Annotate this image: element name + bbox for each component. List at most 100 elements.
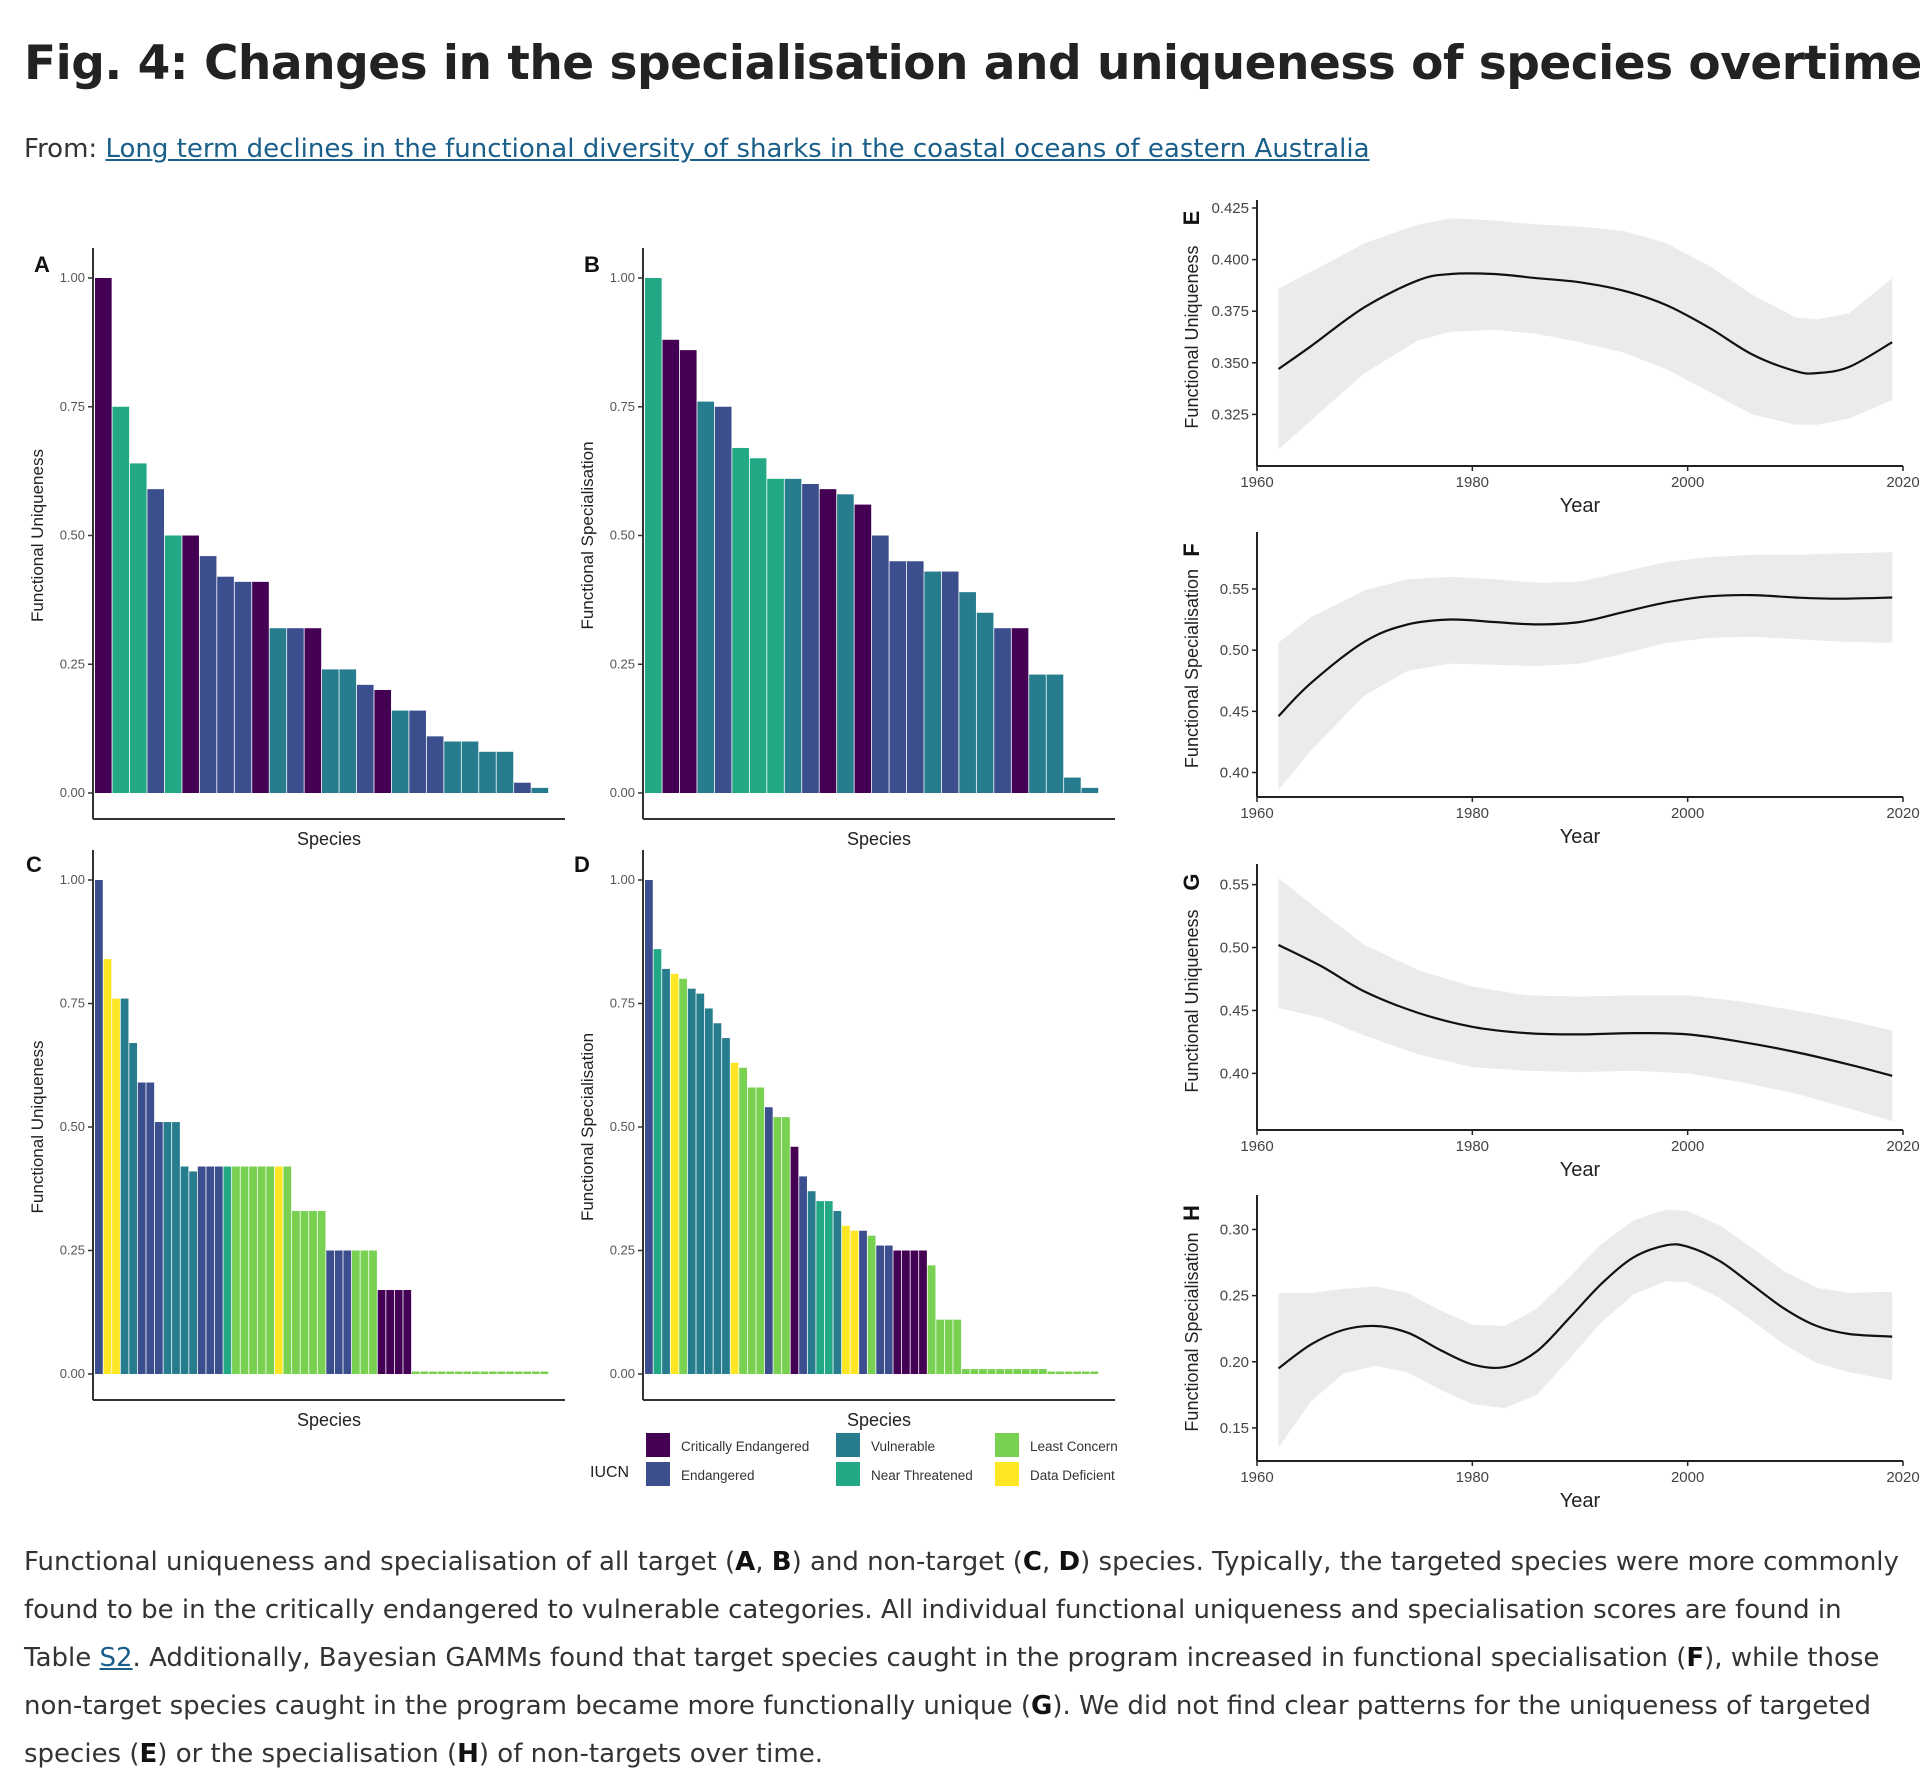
bar-d [1081, 1371, 1090, 1374]
bar-b [679, 350, 697, 793]
y-axis-label-a: Functional Uniqueness [28, 449, 47, 622]
y-tick-label: 0.00 [610, 1366, 635, 1381]
table-s2-link[interactable]: S2 [99, 1643, 133, 1673]
y-tick-label: 0.25 [60, 656, 85, 671]
x-tick-label: 1960 [1240, 1138, 1273, 1155]
bar-c [506, 1371, 514, 1374]
caption-text: ) or the specialisation ( [157, 1739, 458, 1769]
y-tick-label: 0.75 [610, 996, 635, 1011]
bar-c [386, 1290, 395, 1374]
bar-b [1081, 787, 1099, 793]
x-tick-label: 2000 [1671, 1469, 1704, 1486]
bar-b [767, 478, 784, 793]
bar-b [819, 489, 837, 793]
bar-d [987, 1369, 996, 1374]
bar-d [670, 973, 679, 1374]
bar-c [197, 1166, 206, 1374]
caption-ref: C [1022, 1547, 1042, 1577]
bar-a [496, 751, 514, 793]
x-axis-label-b: Species [847, 829, 911, 849]
x-axis-label-e: Year [1560, 495, 1601, 517]
bar-b [1064, 777, 1081, 793]
caption-text: ) species. Typically, the targeted speci… [24, 1547, 1899, 1673]
bar-c [343, 1250, 352, 1374]
bar-d [850, 1230, 859, 1374]
caption-ref: E [139, 1739, 158, 1769]
y-tick-label: 1.00 [610, 270, 635, 285]
bar-a [479, 751, 496, 793]
y-axis-label-f: Functional Specialisation [1182, 569, 1202, 768]
x-tick-label: 2000 [1671, 474, 1704, 491]
bar-d [944, 1319, 953, 1374]
confidence-band-f [1278, 552, 1893, 790]
confidence-band-e [1278, 218, 1893, 450]
bar-b [784, 478, 802, 793]
bar-c [351, 1250, 360, 1374]
bar-b [906, 561, 924, 793]
bar-d [756, 1087, 765, 1374]
bar-c [514, 1371, 523, 1374]
bar-d [687, 988, 696, 1374]
bar-b [889, 561, 907, 793]
bar-d [773, 1117, 782, 1374]
x-axis-label-f: Year [1560, 826, 1601, 848]
bar-d [996, 1369, 1004, 1374]
bar-a [391, 710, 409, 793]
bar-d [919, 1250, 927, 1374]
bar-d [696, 993, 705, 1374]
bar-c [309, 1210, 317, 1374]
bar-a [129, 463, 147, 793]
y-tick-label: 0.50 [610, 528, 635, 543]
panel-label-h: H [1179, 1205, 1204, 1221]
bar-a [356, 684, 374, 793]
bar-c [334, 1250, 343, 1374]
bar-a [374, 690, 392, 793]
x-tick-label: 2000 [1671, 1138, 1704, 1155]
bar-a [164, 535, 182, 793]
bar-c [232, 1166, 240, 1374]
caption-text: ). We did not find clear patterns for th… [24, 1691, 1871, 1769]
bar-c [437, 1371, 446, 1374]
bar-c [129, 1043, 138, 1374]
bar-c [206, 1166, 215, 1374]
bar-d [739, 1067, 747, 1374]
panel-label-f: F [1179, 543, 1204, 556]
caption-text: Functional uniqueness and specialisation… [24, 1547, 736, 1577]
bar-d [842, 1225, 850, 1374]
y-tick-label: 0.00 [60, 1366, 85, 1381]
bar-b [714, 406, 732, 793]
bar-c [137, 1082, 146, 1374]
x-tick-label: 2020 [1886, 1469, 1919, 1486]
x-axis-label-d: Species [847, 1410, 911, 1430]
bar-c [172, 1122, 180, 1374]
bar-a [252, 581, 269, 793]
bar-c [292, 1210, 300, 1374]
legend-swatch-vu [836, 1433, 860, 1457]
bar-b [802, 484, 819, 793]
bar-a [514, 782, 531, 793]
bar-a [444, 741, 461, 793]
bar-d [713, 1023, 722, 1374]
y-tick-label: 0.50 [1220, 642, 1249, 659]
y-tick-label: 0.75 [60, 399, 85, 414]
y-tick-label: 0.15 [1220, 1420, 1249, 1437]
bar-d [824, 1201, 833, 1374]
caption-ref: G [1030, 1691, 1053, 1721]
caption-text: , [1041, 1547, 1059, 1577]
bar-c [497, 1371, 506, 1374]
bar-d [1073, 1371, 1082, 1374]
legend-label-en: Endangered [681, 1468, 755, 1483]
caption-text: . Additionally, Bayesian GAMMs found tha… [132, 1643, 1687, 1673]
bar-c [163, 1122, 172, 1374]
bar-c [394, 1290, 403, 1374]
article-link[interactable]: Long term declines in the functional div… [105, 134, 1370, 164]
panel-label-c: C [26, 852, 42, 877]
page-title: Fig. 4: Changes in the specialisation an… [24, 36, 1920, 91]
trend-line-h [1277, 1243, 1893, 1370]
bar-c [446, 1371, 454, 1374]
bar-a [531, 787, 549, 793]
bar-d [876, 1245, 885, 1374]
bar-d [833, 1210, 842, 1374]
y-tick-label: 0.425 [1211, 200, 1249, 217]
legend-swatch-ce [646, 1433, 670, 1457]
